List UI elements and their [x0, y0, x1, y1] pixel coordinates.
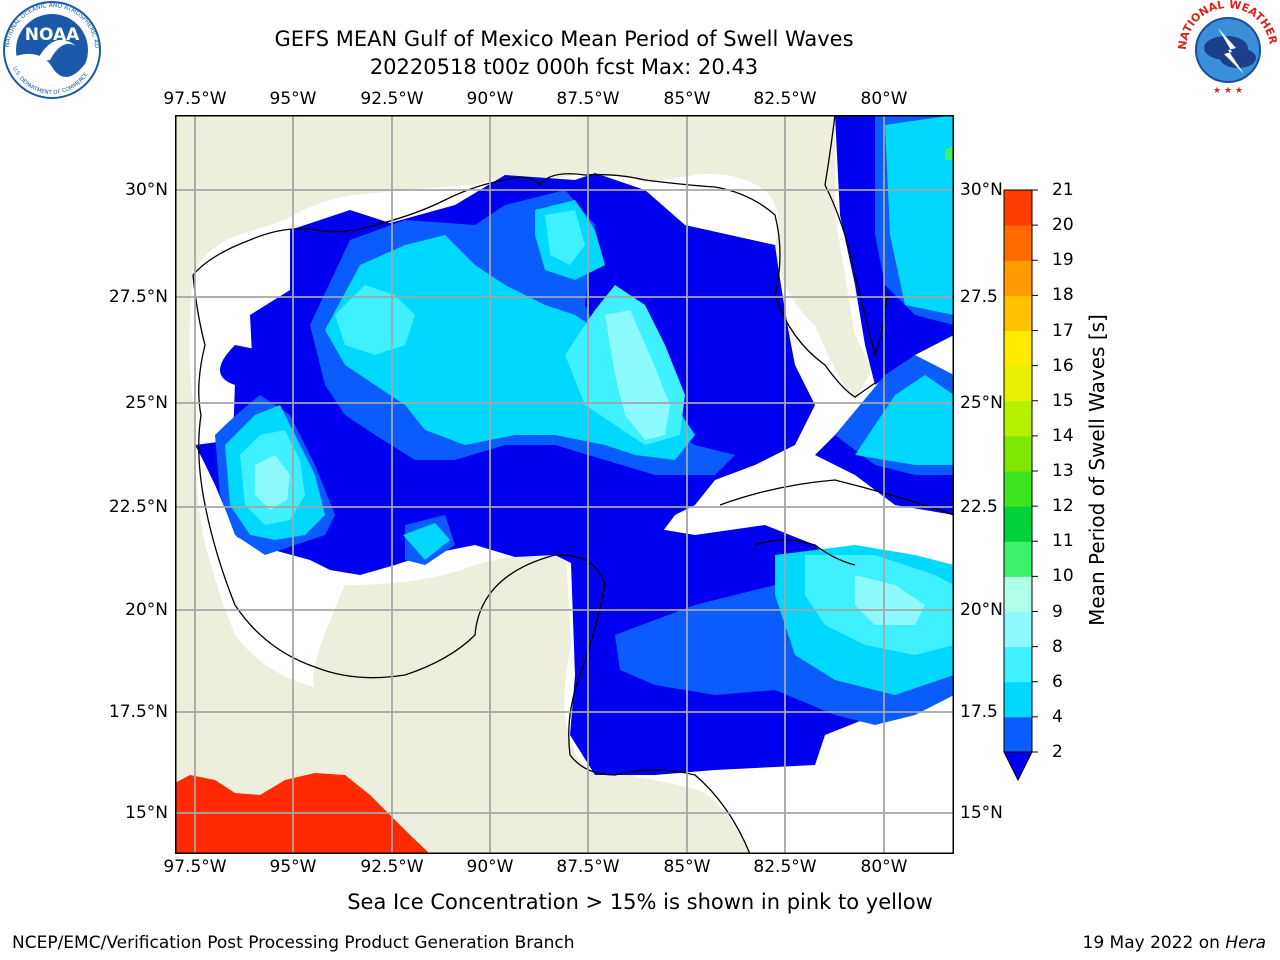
lon-label-top: 80°W [860, 89, 908, 109]
lon-label-bottom: 85°W [663, 857, 711, 877]
colorbar-label: Mean Period of Swell Waves [s] [1085, 314, 1109, 626]
colorbar-segment [1004, 646, 1032, 683]
lon-label-bottom: 95°W [269, 857, 317, 877]
colorbar-tick-label: 8 [1052, 636, 1063, 657]
lat-label-left: 25°N [125, 393, 168, 413]
colorbar-segment [1004, 541, 1032, 577]
colorbar-segment [1004, 190, 1032, 226]
colorbar-tick-label: 2 [1052, 742, 1063, 762]
colorbar-segment [1004, 716, 1032, 753]
colorbar-tick-label: 20 [1052, 215, 1074, 236]
nws-logo: NATIONAL WEATHER SERVICE ★ ★ ★ [1178, 0, 1278, 98]
lon-label-top: 92.5°W [360, 89, 424, 109]
lat-label-right: 22.5 [960, 497, 998, 517]
map-subtitle: 20220518 t00z 000h fcst Max: 20.43 [369, 55, 759, 79]
lon-label-top: 95°W [269, 89, 317, 109]
lat-label-right: 15°N [960, 803, 1003, 823]
map-panel [175, 115, 954, 854]
lat-label-left: 22.5°N [108, 497, 168, 517]
colorbar-segment [1004, 260, 1032, 296]
colorbar-segment [1004, 681, 1032, 718]
svg-text:★ ★ ★: ★ ★ ★ [1213, 86, 1243, 96]
lon-label-bottom: 97.5°W [163, 857, 227, 877]
lon-label-bottom: 80°W [860, 857, 908, 877]
map-frame [175, 115, 954, 854]
colorbar-tick-label: 6 [1052, 671, 1063, 692]
lat-label-right: 17.5 [960, 702, 998, 722]
colorbar-tick-label: 16 [1052, 355, 1074, 376]
colorbar-segment [1004, 576, 1032, 612]
graticule [175, 115, 954, 854]
lon-label-top: 97.5°W [163, 89, 227, 109]
colorbar-segment [1004, 471, 1032, 507]
colorbar-tick-label: 14 [1052, 425, 1074, 446]
credit-text: NCEP/EMC/Verification Post Processing Pr… [12, 933, 575, 953]
colorbar-tick-label: 13 [1052, 461, 1074, 481]
lat-label-left: 15°N [125, 803, 168, 823]
colorbar-tick-label: 21 [1052, 180, 1074, 200]
coastline [192, 115, 954, 854]
lat-label-right: 20°N [960, 600, 1003, 620]
colorbar-tick-label: 9 [1052, 601, 1063, 622]
colorbar-segment [1004, 330, 1032, 367]
svg-text:NOAA: NOAA [25, 25, 80, 45]
colorbar-tick-label: 15 [1052, 390, 1074, 411]
colorbar-tick-label: 12 [1052, 496, 1074, 517]
colorbar-tick-label: 10 [1052, 566, 1074, 587]
lon-label-bottom: 87.5°W [556, 857, 620, 877]
colorbar-segment [1004, 400, 1032, 437]
lon-label-top: 90°W [466, 89, 514, 109]
colorbar-tick-label: 4 [1052, 706, 1063, 727]
lat-label-left: 30°N [125, 180, 168, 200]
lon-label-top: 87.5°W [556, 89, 620, 109]
colorbar-extend-triangle [1003, 751, 1033, 782]
colorbar-segment [1004, 506, 1032, 542]
swell-fill-8-9 [605, 310, 670, 440]
sea-ice-note: Sea Ice Concentration > 15% is shown in … [347, 890, 933, 914]
colorbar-tick-label: 18 [1052, 285, 1074, 306]
noaa-logo: NOAA NATIONAL OCEANIC AND ATMOSPHERIC AD… [2, 0, 101, 99]
lat-label-right: 25°N [960, 393, 1003, 413]
colorbar-segment [1004, 365, 1032, 402]
colorbar-tick-label: 11 [1052, 531, 1074, 552]
colorbar-segment [1004, 295, 1032, 331]
colorbar-segment [1004, 611, 1032, 648]
colorbar [1003, 189, 1038, 782]
colorbar-tick-label: 19 [1052, 250, 1074, 271]
colorbar-segment [1004, 435, 1032, 472]
map-title: GEFS MEAN Gulf of Mexico Mean Period of … [274, 27, 854, 51]
lat-label-right: 27.5 [960, 287, 998, 307]
colorbar-segment [1004, 225, 1032, 261]
machine-name: Hera [1225, 933, 1266, 953]
lon-label-top: 82.5°W [753, 89, 817, 109]
lat-label-left: 27.5°N [108, 287, 168, 307]
lon-label-bottom: 92.5°W [360, 857, 424, 877]
lat-label-left: 17.5°N [108, 702, 168, 722]
colorbar-tick-label: 17 [1052, 320, 1074, 341]
date-text: 19 May 2022 on [1082, 933, 1226, 953]
lon-label-top: 85°W [663, 89, 711, 109]
lat-label-left: 20°N [125, 600, 168, 620]
lat-label-right: 30°N [960, 180, 1003, 200]
date-stamp: 19 May 2022 on Hera [1083, 933, 1267, 953]
lon-label-bottom: 82.5°W [753, 857, 817, 877]
lon-label-bottom: 90°W [466, 857, 514, 877]
